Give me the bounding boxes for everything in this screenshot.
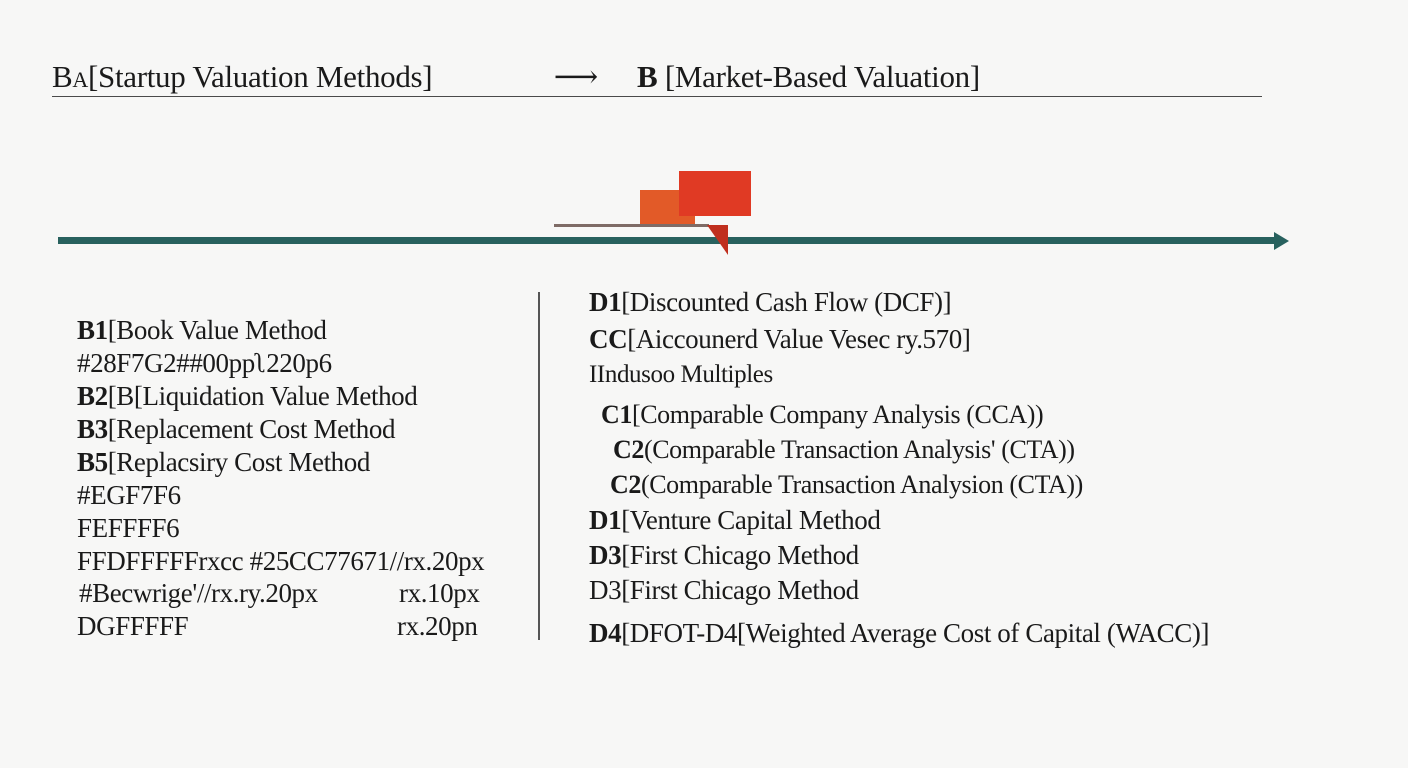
node-label: [Market-Based Valuation] [657,59,980,94]
item-label: FEFFFF6 [77,513,180,543]
list-item: D3[First Chicago Method [589,574,859,606]
title-bar: BA[Startup Valuation Methods] ⟶ B [Marke… [52,58,1262,97]
item-code: C2 [613,435,644,464]
node-code-suffix: A [72,67,88,92]
callout-box-front [679,171,751,216]
item-code: B1 [77,315,108,345]
item-label: [Replacement Cost Method [107,414,396,444]
list-item: FEFFFF6 [77,512,180,544]
item-label: [Venture Capital Method [621,505,881,535]
item-label: [Aiccounerd Value Vesec ry.570] [627,324,971,354]
item-label: #Becwrige'//rx.ry.20px [79,578,318,608]
item-code: D3 [589,575,622,605]
list-item: #28F7G2##00ppʅ220p6 [77,347,332,379]
item-code: CC [589,324,628,354]
item-label: (Comparable Transaction Analysion (CTA)) [640,470,1083,499]
item-label: FFDFFFFFrxcc #25CC77671//rx.20px [77,546,485,576]
list-item: B3[Replacement Cost Method [77,413,395,445]
item-code: B5 [77,447,108,477]
breadcrumb-market-based-valuation: B [Market-Based Valuation] [637,58,980,96]
timeline-arrowhead-icon [1274,232,1289,250]
list-item: B5[Replacsiry Cost Method [77,446,370,478]
list-item: B1[Book Value Method [77,314,327,346]
right-arrow-icon: ⟶ [553,59,599,94]
list-item: DGFFFFF rx.20pn [77,610,478,642]
list-item: IIndusoo Multiples [589,359,773,391]
item-code: C1 [601,400,632,429]
item-label: [Discounted Cash Flow (DCF)] [621,287,952,317]
item-label: [DFOT-D4[Weighted Average Cost of Capita… [621,618,1210,648]
timeline-axis [58,237,1276,244]
list-item: C1[Comparable Company Analysis (CCA)) [601,399,1044,431]
list-item: D4[DFOT-D4[Weighted Average Cost of Capi… [589,617,1209,649]
item-code: C2 [610,470,641,499]
item-label: DGFFFFF [77,611,189,641]
item-code: D3 [589,540,622,570]
item-label: #28F7G2##00ppʅ220p6 [77,348,332,378]
list-item: CC[Aiccounerd Value Vesec ry.570] [589,323,971,355]
item-label: [B[Liquidation Value Method [107,381,418,411]
item-label: IIndusoo Multiples [589,361,773,388]
item-code: B3 [77,414,108,444]
list-item: D1[Venture Capital Method [589,504,881,536]
item-code: D1 [589,505,622,535]
item-value: rx.10px [399,578,480,608]
item-label: [Book Value Method [107,315,327,345]
item-label: [First Chicago Method [621,575,859,605]
item-code: B2 [77,381,108,411]
list-item: D1[Discounted Cash Flow (DCF)] [589,286,952,318]
item-code: D1 [589,287,622,317]
breadcrumb-startup-valuation: BA[Startup Valuation Methods] [52,58,433,99]
list-item: D3[First Chicago Method [589,539,859,571]
item-label: (Comparable Transaction Analysis' (CTA)) [643,435,1075,464]
item-value: rx.20pn [397,611,478,641]
item-label: [Comparable Company Analysis (CCA)) [631,400,1044,429]
marker-pointer-line [554,224,709,227]
node-code: B [637,59,658,94]
item-label: [First Chicago Method [621,540,859,570]
node-code: B [52,59,73,94]
item-code: D4 [589,618,622,648]
list-item: FFDFFFFFrxcc #25CC77671//rx.20px [77,545,485,577]
callout-tail-icon [707,225,728,255]
list-item: C2(Comparable Transaction Analysion (CTA… [610,469,1083,501]
list-item: B2[B[Liquidation Value Method [77,380,418,412]
column-divider [538,292,540,640]
item-label: #EGF7F6 [77,480,181,510]
node-label: [Startup Valuation Methods] [87,59,433,94]
list-item: C2(Comparable Transaction Analysis' (CTA… [613,434,1075,466]
item-label: [Replacsiry Cost Method [107,447,371,477]
list-item: #Becwrige'//rx.ry.20px rx.10px [79,577,480,609]
list-item: #EGF7F6 [77,479,181,511]
